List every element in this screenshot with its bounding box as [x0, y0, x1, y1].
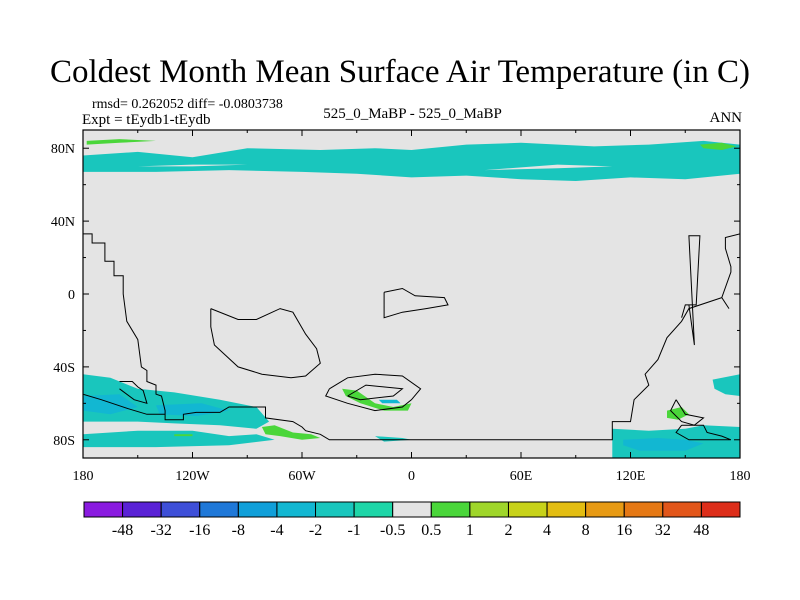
colorbar-label-15: 48	[693, 522, 709, 539]
colorbar-swatch-5	[276, 501, 317, 518]
experiment-label: Expt = tEydb1-tEydb	[82, 112, 211, 128]
y-tick-label-1: 40N	[51, 215, 75, 230]
colorbar-swatch-3	[199, 501, 239, 518]
colorbar-swatch-4	[237, 501, 278, 518]
anomaly-region-9	[261, 425, 321, 440]
colorbar-swatch-16	[700, 501, 741, 518]
colorbar-swatch-9	[430, 501, 471, 518]
colorbar-swatch-2	[160, 501, 201, 518]
colorbar-swatch-13	[585, 501, 625, 518]
coastlines	[83, 233, 740, 441]
colorbar-label-13: 16	[616, 522, 632, 539]
coastline-4	[383, 287, 449, 319]
period-label: 525_0_MaBP - 525_0_MaBP	[323, 106, 502, 122]
colorbar-swatch-10	[469, 501, 509, 518]
y-tick-label-3: 40S	[53, 361, 75, 376]
colorbar-label-2: -16	[189, 522, 210, 539]
colorbar-swatch-14	[623, 501, 664, 518]
anomaly-region-2	[484, 164, 613, 171]
anomaly-region-4	[699, 142, 737, 150]
colorbar-swatch-8	[392, 501, 432, 518]
coastline-2	[83, 393, 166, 415]
colorbar: -48 -32 -16 -8 -4 -2 -1 -0.5 0.5 1 2 4 8 16 32 48	[83, 501, 741, 539]
coastline-9	[675, 424, 732, 441]
colorbar-label-5: -2	[309, 522, 322, 539]
anomaly-regions	[83, 139, 740, 458]
y-axis: 80N 40N 0 40S 80S	[51, 142, 740, 449]
anomaly-region-10	[174, 434, 193, 437]
colorbar-label-11: 4	[543, 522, 551, 539]
coastline-5	[324, 373, 422, 412]
coastline-3	[210, 308, 321, 379]
x-tick-label-5: 120E	[616, 469, 646, 484]
x-axis: 180 120W 60W 0 60E 120E 180	[73, 130, 751, 484]
season-label: ANN	[709, 110, 743, 126]
x-tick-label-1: 120W	[175, 469, 210, 484]
y-tick-label-4: 80S	[53, 434, 75, 449]
x-tick-label-4: 60E	[510, 469, 533, 484]
coastline-0	[83, 233, 740, 441]
anomaly-region-3	[86, 139, 156, 145]
colorbar-label-0: -48	[112, 522, 133, 539]
x-tick-label-3: 0	[408, 469, 415, 484]
x-tick-label-2: 60W	[288, 469, 316, 484]
anomaly-region-12	[378, 399, 401, 404]
stats-label: rmsd= 0.262052 diff= -0.0803738	[92, 97, 283, 112]
colorbar-swatch-6	[315, 501, 355, 518]
chart-title: Coldest Month Mean Surface Air Temperatu…	[50, 54, 750, 90]
anomaly-region-6	[83, 430, 275, 448]
colorbar-swatch-1	[122, 501, 162, 518]
colorbar-swatch-0	[83, 501, 124, 518]
anomaly-region-1	[137, 164, 248, 167]
colorbar-label-4: -4	[270, 522, 283, 539]
anomaly-region-0	[83, 140, 740, 181]
anomaly-region-15	[667, 407, 689, 420]
colorbar-label-6: -1	[347, 522, 360, 539]
colorbar-label-9: 1	[466, 522, 474, 539]
colorbar-label-12: 8	[582, 522, 590, 539]
colorbar-label-3: -8	[232, 522, 245, 539]
colorbar-swatch-11	[507, 501, 548, 518]
anomaly-region-5	[83, 374, 270, 429]
colorbar-label-7: -0.5	[380, 522, 405, 539]
coastline-1	[119, 381, 148, 405]
colorbar-swatch-7	[353, 501, 394, 518]
colorbar-label-1: -32	[151, 522, 172, 539]
colorbar-label-10: 2	[504, 522, 512, 539]
coastline-8	[681, 235, 701, 346]
anomaly-region-7	[83, 394, 138, 415]
colorbar-swatch-15	[662, 501, 702, 518]
anomaly-region-14	[623, 438, 704, 451]
colorbar-label-8: 0.5	[421, 522, 441, 539]
x-tick-label-6: 180	[730, 469, 751, 484]
anomaly-region-11	[342, 388, 412, 411]
x-tick-label-0: 180	[73, 469, 94, 484]
colorbar-swatch-12	[546, 501, 587, 518]
anomaly-region-16	[712, 374, 740, 396]
y-tick-label-2: 0	[68, 288, 75, 303]
colorbar-label-14: 32	[655, 522, 671, 539]
coastline-6	[347, 384, 404, 401]
y-tick-label-0: 80N	[51, 142, 75, 157]
